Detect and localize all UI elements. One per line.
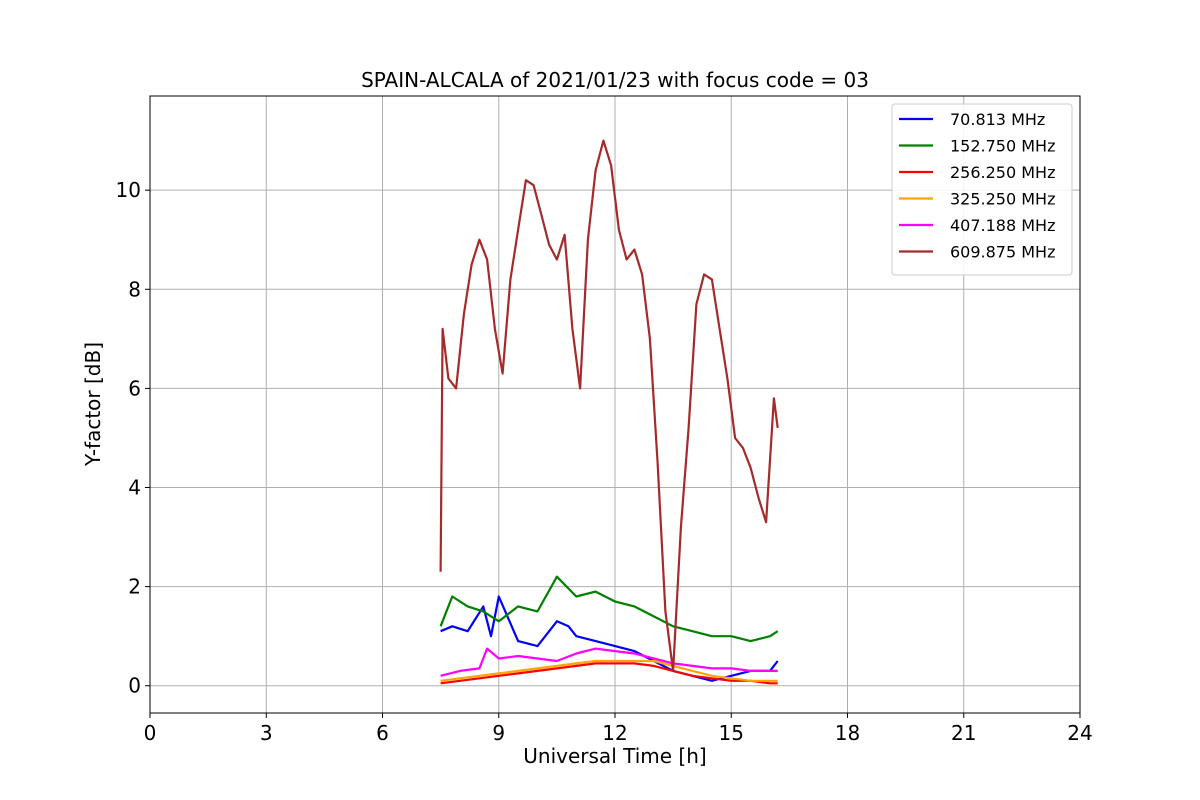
x-tick-label: 15 [719,721,744,745]
y-tick-label: 4 [128,476,141,500]
y-axis-label: Y-factor [dB] [81,342,105,467]
y-tick-label: 2 [128,575,141,599]
series-line-1 [439,575,779,643]
legend-label-2: 256.250 MHz [950,163,1055,182]
series-line-3 [440,659,778,682]
series-line-5 [439,139,779,673]
x-tick-label: 0 [144,721,157,745]
y-tick-label: 10 [116,178,141,202]
legend-label-5: 609.875 MHz [950,243,1055,262]
series-line-0 [440,595,779,682]
series-line-2 [440,662,778,685]
series-layer [439,139,779,685]
y-tick-label: 8 [128,277,141,301]
x-tick-label: 9 [492,721,505,745]
y-tick-label: 0 [128,674,141,698]
x-axis-label: Universal Time [h] [523,744,706,768]
x-tick-label: 6 [376,721,389,745]
x-tick-label: 12 [602,721,627,745]
x-tick-label: 21 [951,721,976,745]
y-tick-label: 6 [128,376,141,400]
x-tick-label: 18 [835,721,860,745]
x-tick-label: 24 [1067,721,1092,745]
chart-title: SPAIN-ALCALA of 2021/01/23 with focus co… [361,68,869,92]
x-tick-label: 3 [260,721,273,745]
legend-box [891,103,1073,276]
legend-label-0: 70.813 MHz [950,110,1045,129]
legend-label-3: 325.250 MHz [950,190,1055,209]
legend: 70.813 MHz 152.750 MHz 256.250 MHz 325.250 … [891,103,1073,276]
legend-label-4: 407.188 MHz [950,216,1055,235]
legend-label-1: 152.750 MHz [950,137,1055,156]
series-line-4 [440,647,778,677]
